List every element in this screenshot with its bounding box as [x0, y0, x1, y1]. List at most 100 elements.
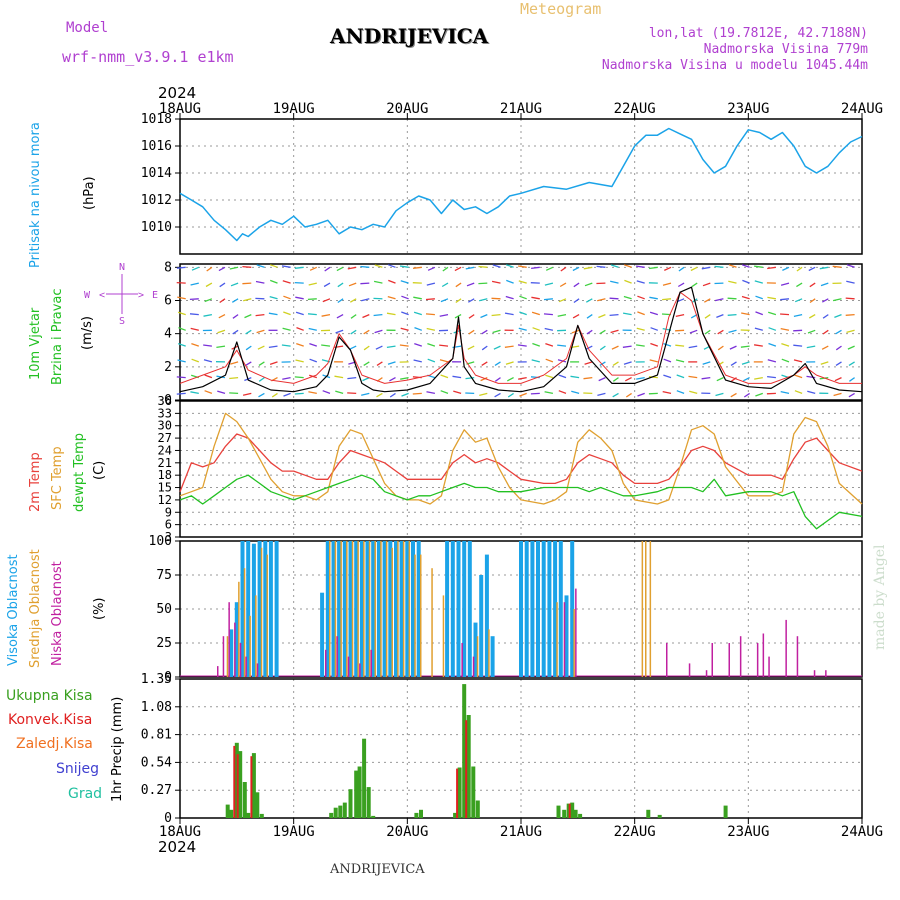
- wind-arrow: [572, 266, 580, 272]
- wind-arrow: [204, 298, 213, 303]
- wind-arrow: [350, 314, 357, 319]
- precip-total-bar: [646, 809, 651, 818]
- wind-arrow: [271, 392, 278, 398]
- wind-arrow: [780, 313, 790, 316]
- wind-arrow: [176, 266, 186, 269]
- wind-arrow: [717, 345, 724, 351]
- wind-arrow: [283, 392, 291, 397]
- wind-arrow: [637, 311, 645, 316]
- wind-arrow: [373, 280, 383, 284]
- high-cloud-bar: [325, 541, 330, 677]
- wind-arrow: [767, 266, 776, 270]
- precip-convective-bar: [465, 720, 468, 818]
- wind-arrow: [649, 266, 658, 270]
- precip-total-bar: [371, 815, 376, 818]
- wind-arrow: [322, 390, 331, 395]
- mid-cloud-bar: [645, 541, 647, 677]
- wind-arrow: [256, 329, 265, 334]
- x-tick-label-bottom: 20AUG: [386, 824, 428, 840]
- wind-arrow: [295, 296, 304, 300]
- wind-arrow: [347, 266, 357, 270]
- compass-s: S: [119, 316, 125, 327]
- wind-arrow: [363, 345, 370, 351]
- mid-cloud-bar: [340, 541, 342, 677]
- wind-arrow: [177, 359, 186, 363]
- high-cloud-bar: [456, 541, 461, 677]
- wind-arrow: [676, 390, 685, 395]
- wind-arrow: [780, 298, 790, 301]
- wind-arrow: [675, 329, 685, 332]
- high-cloud-bar: [564, 595, 569, 677]
- wind-arrow: [558, 390, 567, 395]
- wind-arrow: [662, 298, 672, 301]
- wind-arrow: [834, 377, 842, 382]
- wind-arrow: [401, 311, 409, 316]
- wind-arrow: [573, 298, 580, 304]
- wind-arrow: [255, 280, 265, 284]
- wind-arrow: [743, 392, 750, 398]
- wind-arrow: [467, 298, 475, 303]
- wind-arrow: [505, 361, 514, 365]
- wind-arrow: [848, 392, 855, 398]
- x-tick-label-bottom: 19AUG: [273, 824, 315, 840]
- wind-arrow: [717, 329, 724, 335]
- wind-arrow: [229, 266, 239, 270]
- wind-arrow: [545, 358, 554, 363]
- mid-cloud-bar: [380, 541, 382, 677]
- wind-arrow: [308, 327, 317, 331]
- year-top: 2024: [158, 84, 197, 102]
- wind-arrow: [258, 361, 265, 366]
- model-label: Model: [66, 20, 109, 36]
- wind-arrow: [177, 342, 186, 347]
- wind-arrow: [688, 345, 698, 349]
- precip-total-bar: [562, 809, 567, 818]
- mid-cloud-bar: [397, 541, 399, 677]
- wind-arrow: [216, 345, 226, 349]
- wind-arrow: [741, 295, 750, 300]
- wind-arrow: [637, 295, 645, 300]
- wind-arrow: [361, 392, 370, 396]
- precip-convective-bar: [568, 803, 571, 818]
- compass-n: N: [119, 262, 125, 273]
- wind-arrow: [717, 361, 724, 366]
- wind-arrow: [849, 377, 855, 382]
- wind-arrow: [506, 279, 514, 284]
- wind-arrow: [295, 359, 304, 363]
- y-tick-label: 36: [158, 394, 172, 408]
- wind-arrow: [743, 377, 750, 382]
- x-tick-label-bottom: 18AUG: [159, 824, 201, 840]
- wind-arrow: [269, 279, 278, 284]
- wind-arrow: [636, 344, 645, 347]
- wind-arrow: [740, 345, 750, 348]
- wind-arrow: [768, 327, 777, 331]
- low-cloud-bar: [705, 670, 708, 677]
- wind-arrow: [360, 282, 370, 285]
- pressure-line: [179, 127, 863, 242]
- high-cloud-bar: [570, 541, 575, 677]
- wind-arrow: [754, 327, 763, 331]
- wind-arrow: [400, 280, 409, 284]
- wind-arrow: [387, 295, 396, 300]
- low-cloud-bar: [347, 656, 350, 677]
- high-cloud-bar: [399, 541, 404, 677]
- wind-arrow: [741, 361, 750, 365]
- wind-arrow: [203, 344, 212, 347]
- wind-arrow: [793, 359, 803, 363]
- wind-arrow: [714, 265, 724, 268]
- wind-arrow: [623, 295, 632, 300]
- wind-arrow: [780, 390, 790, 395]
- wind-arrow: [493, 345, 501, 350]
- high-cloud-bar: [450, 541, 455, 677]
- low-cloud-bar: [768, 656, 770, 677]
- wind-arrow: [728, 280, 737, 284]
- year-bottom: 2024: [158, 838, 197, 856]
- wind-arrow: [649, 359, 658, 363]
- wind-arrow: [335, 390, 344, 395]
- wind-arrow: [479, 392, 488, 397]
- x-tick-label-bottom: 22AUG: [614, 824, 656, 840]
- wind-arrow: [544, 391, 554, 395]
- wind-arrow: [754, 265, 763, 268]
- precip-total-bar: [457, 767, 462, 818]
- wind-arrow: [400, 327, 409, 331]
- wind-arrow: [399, 344, 409, 347]
